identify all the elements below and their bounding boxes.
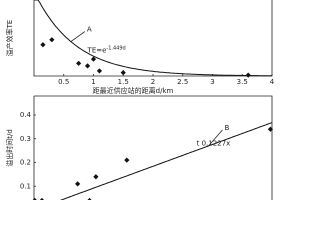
data-point	[120, 70, 126, 76]
data-point	[124, 157, 130, 163]
x-tick-label: 3	[210, 78, 214, 86]
data-point	[76, 60, 82, 66]
data-point	[39, 197, 45, 200]
data-point	[40, 42, 46, 48]
y-tick-label: 0.3	[20, 135, 31, 143]
x-tick-label: 3.5	[237, 78, 248, 86]
axis-frame	[33, 0, 273, 77]
y-tick-label: 0.1	[20, 182, 31, 190]
x-tick-label: 2.5	[177, 78, 188, 86]
axis-frame	[33, 95, 273, 200]
data-point	[245, 72, 251, 78]
trend-line	[59, 122, 273, 200]
data-point	[49, 37, 55, 43]
data-point	[32, 197, 37, 200]
page: {"chart_data": [ {"type": "scatter", "yl…	[5, 0, 275, 200]
chart: 0.5 1 1.5 2 2.5 3 3.5 4 距最近供应站的距离d/km 溢产效率TE TE=e-…	[5, 0, 275, 200]
x-axis-label: 距最近供应站的距离d/km	[93, 86, 174, 95]
x-tick-label: 1.5	[118, 78, 129, 86]
callout-leader	[208, 129, 223, 147]
callout-leader	[70, 31, 86, 42]
equation-text: t 0.1227x	[197, 140, 231, 148]
trend-line	[34, 0, 272, 77]
data-point	[84, 63, 91, 69]
x-tick-label: 0.5	[58, 78, 69, 86]
data-point	[90, 56, 97, 62]
data-point	[87, 197, 92, 200]
equation-text: TE=e	[87, 47, 107, 55]
data-point	[93, 174, 99, 180]
y-axis-label: 溢产效率TE	[5, 20, 14, 57]
trend-equation: TE=e-1.449d	[87, 45, 126, 55]
callout-label: A	[87, 26, 92, 34]
y-axis-label: 溢出时间t/d	[5, 129, 14, 167]
trend-equation: t 0.1227x	[197, 140, 231, 148]
callout-label: B	[225, 124, 230, 132]
y-tick-label: 0.4	[20, 111, 32, 119]
x-tick-label: 4	[270, 78, 275, 86]
x-tick-label: 2	[151, 78, 155, 86]
data-point	[96, 68, 103, 74]
equation-exponent: -1.449d	[106, 45, 125, 51]
x-tick-label: 1	[91, 78, 95, 86]
y-tick-label: 0.2	[20, 159, 31, 167]
data-point	[75, 181, 81, 187]
data-point	[267, 126, 274, 132]
